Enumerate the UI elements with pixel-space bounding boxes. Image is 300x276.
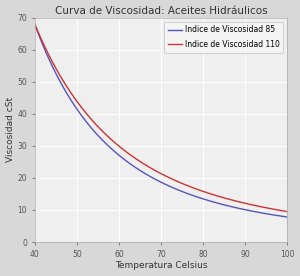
Title: Curva de Viscosidad: Aceites Hidráulicos: Curva de Viscosidad: Aceites Hidráulicos [55, 6, 267, 15]
Indice de Viscosidad 110 [133, 156, 136, 160]
Indice de Viscosidad 85 [115, 152, 119, 155]
Indice de Viscosidad 85 [216, 202, 220, 205]
Indice de Viscosidad 85 [192, 194, 195, 197]
Indice de Viscosidad 110 [285, 210, 289, 213]
Indice de Viscosidad 110 [63, 82, 67, 86]
Indice de Viscosidad 85 [215, 201, 219, 205]
Indice de Viscosidad 110 [33, 22, 37, 26]
Y-axis label: Viscosidad cSt: Viscosidad cSt [6, 97, 15, 163]
Legend: Indice de Viscosidad 85, Indice de Viscosidad 110: Indice de Viscosidad 85, Indice de Visco… [164, 22, 284, 52]
Line: Indice de Viscosidad 85: Indice de Viscosidad 85 [35, 24, 287, 217]
X-axis label: Temperatura Celsius: Temperatura Celsius [115, 261, 207, 270]
Indice de Viscosidad 85 [33, 22, 37, 26]
Indice de Viscosidad 110 [216, 195, 220, 198]
Indice de Viscosidad 110 [215, 194, 219, 198]
Indice de Viscosidad 110 [192, 186, 195, 190]
Indice de Viscosidad 85 [63, 89, 67, 92]
Line: Indice de Viscosidad 110: Indice de Viscosidad 110 [35, 24, 287, 212]
Indice de Viscosidad 85 [285, 215, 289, 219]
Indice de Viscosidad 110 [115, 143, 119, 146]
Indice de Viscosidad 85 [133, 165, 136, 169]
